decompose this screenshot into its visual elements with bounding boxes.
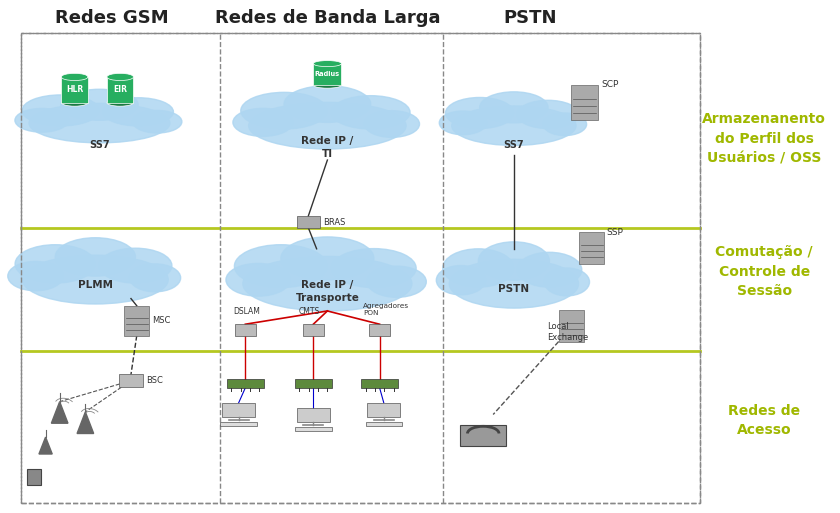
Ellipse shape: [133, 110, 182, 133]
Text: Agregadores
PON: Agregadores PON: [363, 303, 409, 317]
Ellipse shape: [60, 89, 139, 121]
Ellipse shape: [313, 61, 342, 67]
Ellipse shape: [61, 73, 88, 81]
Ellipse shape: [61, 99, 88, 106]
Bar: [297, 408, 330, 422]
Ellipse shape: [449, 259, 579, 308]
Ellipse shape: [103, 97, 173, 126]
Ellipse shape: [544, 268, 590, 296]
Bar: [313, 64, 342, 85]
Bar: [571, 85, 597, 120]
Text: BSC: BSC: [146, 376, 163, 385]
Bar: [220, 422, 257, 426]
Bar: [460, 425, 507, 446]
Bar: [107, 77, 134, 103]
Polygon shape: [51, 402, 68, 423]
Text: SSP: SSP: [606, 228, 623, 237]
Bar: [361, 379, 398, 388]
Text: EIR: EIR: [113, 85, 127, 94]
Text: Redes de Banda Larga: Redes de Banda Larga: [215, 9, 440, 27]
Bar: [580, 232, 604, 264]
Ellipse shape: [107, 99, 134, 106]
Bar: [559, 310, 585, 342]
Bar: [295, 379, 332, 388]
Text: CMTS: CMTS: [298, 307, 320, 316]
Text: Rede IP /
Transporte: Rede IP / Transporte: [296, 280, 360, 303]
Bar: [295, 427, 332, 431]
Ellipse shape: [478, 242, 549, 280]
Ellipse shape: [443, 249, 514, 287]
Ellipse shape: [29, 104, 170, 143]
Text: Armazenanento
do Perfil dos
Usuários / OSS: Armazenanento do Perfil dos Usuários / O…: [702, 112, 826, 165]
Ellipse shape: [313, 82, 342, 88]
Text: PSTN: PSTN: [498, 284, 529, 294]
Ellipse shape: [480, 92, 548, 123]
Ellipse shape: [22, 95, 99, 126]
Ellipse shape: [243, 256, 412, 311]
Ellipse shape: [365, 111, 419, 137]
Ellipse shape: [233, 108, 293, 136]
Ellipse shape: [99, 248, 172, 283]
Bar: [302, 324, 324, 336]
Bar: [365, 422, 402, 426]
Ellipse shape: [107, 73, 134, 81]
Ellipse shape: [517, 252, 582, 287]
Ellipse shape: [15, 245, 95, 283]
Bar: [227, 379, 264, 388]
Ellipse shape: [439, 111, 486, 135]
Ellipse shape: [332, 249, 416, 288]
Ellipse shape: [249, 103, 406, 149]
Text: Redes GSM: Redes GSM: [55, 9, 169, 27]
Bar: [118, 374, 144, 387]
Ellipse shape: [367, 266, 427, 298]
Ellipse shape: [234, 245, 328, 288]
Ellipse shape: [452, 106, 576, 146]
Ellipse shape: [23, 255, 168, 304]
Ellipse shape: [281, 237, 374, 280]
Ellipse shape: [331, 95, 410, 129]
Bar: [367, 403, 401, 417]
Polygon shape: [77, 412, 93, 433]
Ellipse shape: [129, 264, 181, 292]
Bar: [124, 306, 150, 336]
Ellipse shape: [55, 238, 135, 276]
Text: MSC: MSC: [152, 316, 170, 325]
Bar: [222, 403, 255, 417]
Bar: [369, 324, 391, 336]
Ellipse shape: [8, 262, 63, 291]
Bar: [297, 216, 320, 228]
Text: PLMM: PLMM: [78, 280, 113, 290]
Bar: [27, 469, 41, 485]
Text: SCP: SCP: [601, 80, 618, 89]
Text: Redes de
Acesso: Redes de Acesso: [728, 404, 801, 438]
Ellipse shape: [241, 92, 328, 129]
Ellipse shape: [445, 97, 514, 129]
Text: Local
Exchange: Local Exchange: [547, 322, 588, 343]
Ellipse shape: [517, 101, 579, 129]
Text: BRAS: BRAS: [323, 218, 345, 227]
Ellipse shape: [15, 108, 69, 132]
Ellipse shape: [284, 86, 370, 122]
Text: DSLAM: DSLAM: [233, 307, 260, 316]
Polygon shape: [39, 437, 52, 454]
Ellipse shape: [226, 263, 290, 296]
Text: SS7: SS7: [89, 140, 110, 150]
Text: Comutação /
Controle de
Sessão: Comutação / Controle de Sessão: [716, 245, 813, 299]
Text: PSTN: PSTN: [504, 9, 557, 27]
Bar: [61, 77, 88, 103]
Bar: [21, 33, 701, 503]
Text: Rede IP /
TI: Rede IP / TI: [302, 136, 354, 160]
Ellipse shape: [436, 266, 486, 295]
Text: SS7: SS7: [503, 140, 524, 150]
Ellipse shape: [543, 113, 586, 135]
Bar: [234, 324, 256, 336]
Text: HLR: HLR: [66, 85, 83, 94]
Text: Radius: Radius: [315, 71, 340, 77]
